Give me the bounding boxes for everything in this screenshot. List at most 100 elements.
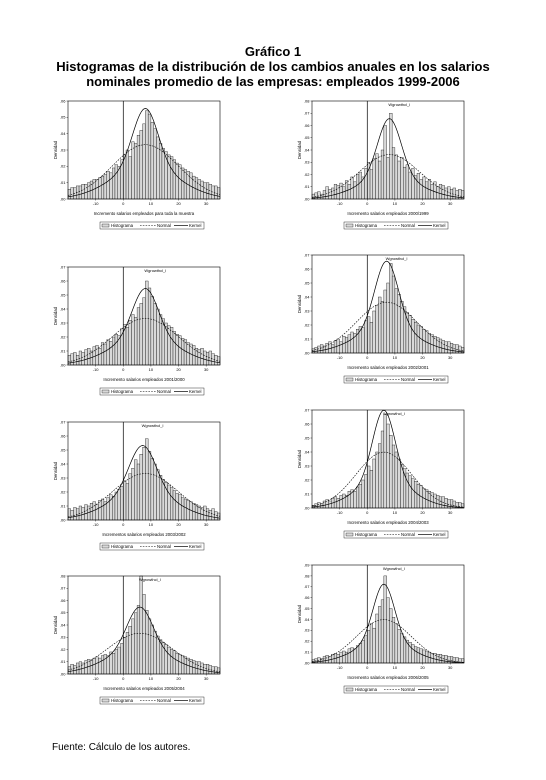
- histogram-bar: [114, 334, 118, 366]
- histogram-bar: [331, 344, 335, 354]
- histogram-bar: [73, 187, 77, 200]
- legend-label-kernel: Kernel: [189, 544, 201, 549]
- legend-label-kernel: Kernel: [433, 223, 445, 228]
- histogram-bar: [134, 459, 138, 521]
- histogram-bar: [172, 490, 176, 521]
- histogram-bar: [170, 156, 174, 200]
- normal-density-curve: [67, 473, 221, 518]
- histogram-bar: [342, 493, 346, 509]
- histogram-bar: [112, 653, 116, 675]
- histogram-bar: [181, 497, 185, 521]
- histogram-bar: [314, 503, 318, 509]
- histogram-bar: [134, 612, 138, 675]
- legend-label-kernel: Kernel: [189, 389, 201, 394]
- y-tick-label: .07: [304, 584, 310, 589]
- histogram-bar: [375, 451, 379, 509]
- histogram-bar: [73, 507, 77, 521]
- histogram-bar: [414, 646, 418, 664]
- legend-label-histogram: Histograma: [111, 223, 134, 228]
- kernel-density-curve: [311, 118, 465, 199]
- histogram-bar: [320, 193, 324, 200]
- normal-density-curve: [311, 301, 465, 352]
- histogram-bar: [347, 334, 351, 354]
- histogram-bar: [120, 643, 124, 675]
- histogram-bar: [367, 630, 371, 664]
- histogram-bar: [150, 296, 154, 366]
- histogram-bar: [217, 667, 221, 675]
- normal-density-curve: [311, 619, 465, 663]
- histogram-bar: [391, 617, 396, 664]
- legend-histogram-swatch: [345, 532, 354, 537]
- x-tick-label: 10: [393, 510, 398, 515]
- x-tick-label: 30: [448, 355, 453, 360]
- histogram-bar: [100, 342, 105, 366]
- histogram-bar: [403, 166, 407, 200]
- histogram-bar: [167, 325, 171, 366]
- histogram-panel-2004-2003: Wgrowthcl_l .00 .01 .02 .03 .04 .05 .06 .07 -10 0 1…: [297, 407, 468, 543]
- histogram-bar: [364, 474, 368, 509]
- y-tick-label: .05: [60, 292, 66, 297]
- histogram-bar: [186, 342, 190, 366]
- x-tick-label: 0: [366, 665, 369, 670]
- y-tick-label: .00: [304, 196, 310, 201]
- histogram-bar: [364, 320, 368, 354]
- histogram-bar: [81, 507, 85, 521]
- histogram-bar: [76, 662, 80, 675]
- legend-label-histogram: Histograma: [111, 698, 134, 703]
- histogram-bar: [131, 141, 135, 200]
- histogram-bar: [369, 322, 373, 354]
- legend-label-histogram: Histograma: [355, 377, 378, 382]
- histogram-bar: [394, 451, 398, 509]
- histogram-bar: [422, 176, 426, 200]
- histogram-bar: [203, 664, 207, 675]
- histogram-bar: [380, 301, 385, 354]
- peak-annotation-label: Wgrowthcl_l: [139, 577, 161, 582]
- y-tick-label: .03: [60, 320, 66, 325]
- y-tick-label: .06: [60, 598, 66, 603]
- y-tick-label: .04: [60, 461, 66, 466]
- y-tick-label: .03: [304, 308, 310, 313]
- y-tick-label: .06: [60, 433, 66, 438]
- y-tick-label: .04: [60, 622, 66, 627]
- histogram-bar: [164, 644, 168, 675]
- histogram-bar: [175, 334, 179, 366]
- histogram-bar: [206, 508, 210, 521]
- y-tick-label: .09: [304, 562, 310, 567]
- histogram-bar: [84, 504, 88, 521]
- histogram-bar: [170, 649, 174, 675]
- histogram-bar: [331, 187, 335, 200]
- histogram-bar: [203, 505, 207, 521]
- histogram-bar: [394, 154, 398, 200]
- histogram-bar: [98, 348, 102, 366]
- histogram-bar: [78, 661, 82, 675]
- x-tick-label: 0: [366, 201, 369, 206]
- histogram-bar: [167, 646, 171, 675]
- legend-label-histogram: Histograma: [355, 532, 378, 537]
- histogram-bar: [447, 341, 451, 354]
- histogram-bar: [322, 656, 326, 664]
- histogram-bar: [156, 136, 160, 200]
- histogram-bar: [114, 164, 118, 200]
- y-tick-label: .02: [304, 477, 310, 482]
- x-tick-label: 30: [204, 367, 209, 372]
- histogram-bar: [172, 159, 176, 200]
- histogram-bar: [391, 275, 396, 354]
- histogram-bar: [145, 610, 149, 675]
- histogram-panel-2003-2002: Wgrowthcl_l .00 .01 .02 .03 .04 .05 .06 .07 -10 0 1…: [53, 419, 224, 555]
- histogram-bar: [203, 182, 207, 200]
- y-tick-label: .05: [304, 606, 310, 611]
- histogram-bar: [342, 336, 346, 354]
- histogram-bar: [414, 322, 418, 354]
- histogram-bar: [172, 650, 176, 675]
- legend-label-histogram: Histograma: [355, 687, 378, 692]
- y-tick-label: .01: [304, 491, 310, 496]
- histogram-bar: [136, 307, 141, 366]
- histogram-bar: [131, 468, 135, 521]
- histogram-bar: [156, 308, 160, 366]
- histogram-bar: [411, 319, 415, 354]
- y-axis-label: Densidad: [297, 140, 302, 159]
- x-tick-label: 20: [176, 522, 181, 527]
- legend-histogram-swatch: [345, 223, 354, 228]
- y-tick-label: .07: [60, 586, 66, 591]
- legend-label-histogram: Histograma: [111, 544, 134, 549]
